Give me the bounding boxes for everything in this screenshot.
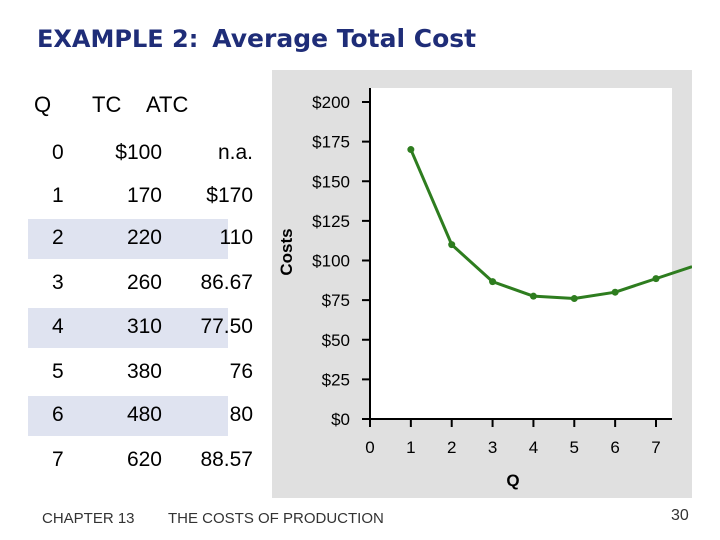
cell-q: 6 — [52, 403, 64, 426]
cell-q: 5 — [52, 360, 64, 383]
page-number: 30 — [671, 507, 689, 524]
y-tick-label: $175 — [312, 133, 350, 152]
title-lead: EXAMPLE 2: — [37, 25, 199, 53]
header-atc: ATC — [146, 92, 189, 117]
data-point — [611, 288, 619, 296]
y-tick-label: $150 — [312, 172, 350, 191]
header-q: Q — [34, 92, 52, 117]
cell-atc: 77.50 — [200, 315, 253, 338]
cell-atc: $170 — [206, 184, 253, 207]
table-row: 1 170 $170 — [28, 177, 278, 217]
y-tick-label: $25 — [322, 370, 350, 389]
cell-tc: 310 — [126, 315, 162, 338]
y-tick-label: $50 — [322, 331, 350, 350]
cell-atc: 88.57 — [200, 448, 253, 471]
header-tc: TC — [92, 92, 122, 117]
slide-title: EXAMPLE 2: Average Total Cost — [37, 24, 476, 53]
y-tick-label: $0 — [331, 410, 350, 429]
atc-line — [409, 148, 692, 301]
cell-atc: 110 — [219, 226, 253, 249]
cell-atc: 76 — [229, 360, 253, 383]
x-tick-label: 0 — [365, 438, 374, 457]
table-row: 3 260 86.67 — [28, 264, 278, 304]
y-tick-label: $200 — [312, 93, 350, 112]
data-point — [652, 275, 660, 283]
y-tick-label: $125 — [312, 212, 350, 231]
cell-tc: 380 — [126, 360, 162, 383]
title-main: Average Total Cost — [212, 24, 477, 53]
cell-q: 2 — [52, 226, 64, 249]
plot-area — [370, 88, 672, 419]
cell-q: 3 — [52, 271, 64, 294]
y-tick-label: $100 — [312, 252, 350, 271]
cell-atc: 86.67 — [200, 271, 253, 294]
cell-atc: 80 — [229, 403, 253, 426]
cell-tc: 620 — [126, 448, 162, 471]
cell-tc: 480 — [126, 403, 162, 426]
data-point — [529, 292, 537, 300]
data-point — [570, 295, 578, 303]
footer-topic: THE COSTS OF PRODUCTION — [168, 510, 384, 527]
atc-chart: $0 $25 $50 $75 $100 $125 $150 $175 $200 0 1 2 3 4 5 6 7 Q… — [277, 88, 692, 490]
data-point — [489, 278, 497, 286]
cell-tc: 260 — [126, 271, 162, 294]
cell-tc: $100 — [115, 141, 162, 164]
x-tick-label: 7 — [651, 438, 660, 457]
cell-q: 1 — [52, 184, 64, 207]
table-row: 2 220 110 — [28, 219, 253, 259]
cell-q: 0 — [52, 141, 64, 164]
cell-tc: 220 — [126, 226, 162, 249]
table-row: 7 620 88.57 — [28, 441, 278, 481]
footer-chapter: CHAPTER 13 — [42, 510, 135, 527]
x-tick-label: 2 — [447, 438, 456, 457]
table-row: 6 480 80 — [28, 396, 253, 436]
cell-atc: n.a. — [217, 141, 253, 164]
cell-tc: 170 — [126, 184, 162, 207]
x-tick-label: 3 — [488, 438, 497, 457]
x-tick-label: 1 — [406, 438, 415, 457]
x-tick-label: 4 — [529, 438, 538, 457]
cell-q: 4 — [52, 315, 64, 338]
data-point — [407, 146, 415, 154]
data-point — [448, 241, 456, 249]
cell-q: 7 — [52, 448, 64, 471]
x-tick-label: 6 — [610, 438, 619, 457]
table-row: 0 $100 n.a. — [28, 134, 278, 174]
y-axis-title: Costs — [277, 228, 296, 275]
table-row: 5 380 76 — [28, 353, 278, 393]
x-axis-title: Q — [506, 471, 519, 490]
x-tick-label: 5 — [570, 438, 579, 457]
table-row: 4 310 77.50 — [28, 308, 253, 348]
chart-panel: $0 $25 $50 $75 $100 $125 $150 $175 $200 0 1 2 3 4 5 6 7 Q… — [272, 70, 692, 498]
y-tick-label: $75 — [322, 291, 350, 310]
